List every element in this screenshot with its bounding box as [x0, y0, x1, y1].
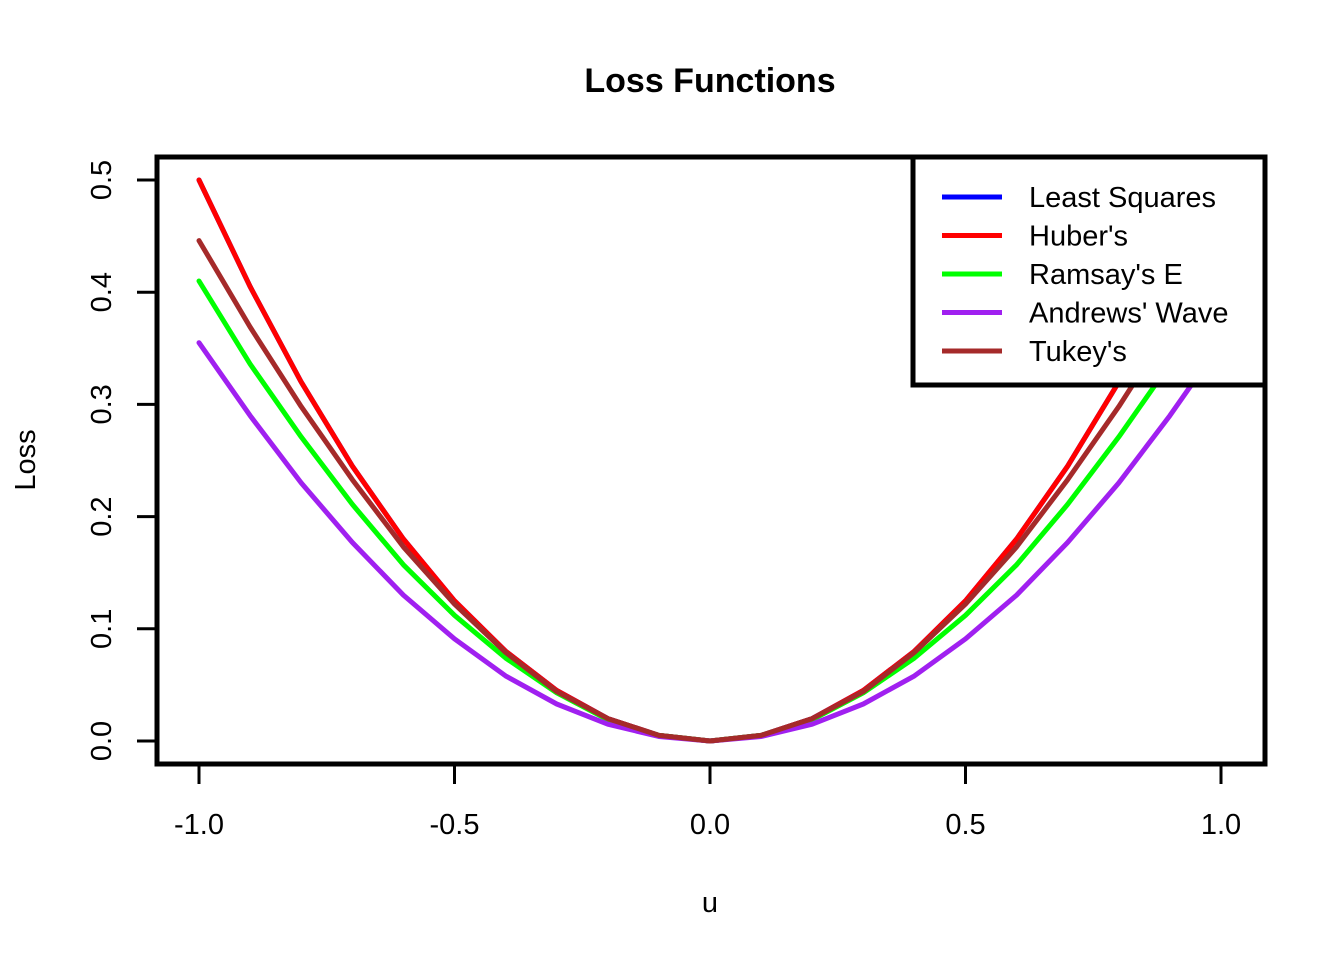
- y-axis-label: Loss: [10, 429, 42, 490]
- x-tick-label: -1.0: [174, 809, 224, 841]
- y-tick-label: 0.5: [86, 160, 118, 200]
- x-tick-label: 0.0: [690, 809, 730, 841]
- x-axis: -1.0 -0.5 0.0 0.5 1.0: [174, 762, 1241, 841]
- x-axis-label: u: [702, 887, 718, 919]
- legend-label-andrews-wave: Andrews' Wave: [1029, 298, 1228, 330]
- y-tick-label: 0.0: [86, 721, 118, 761]
- x-tick-label: -0.5: [430, 809, 480, 841]
- legend-label-least-squares: Least Squares: [1029, 182, 1216, 214]
- y-tick-label: 0.4: [86, 272, 118, 312]
- series-line-andrews-wave: [196, 340, 1224, 744]
- series-line-tukey-s: [196, 238, 1224, 744]
- legend: Least Squares Huber's Ramsay's E Andrews' W…: [910, 154, 1268, 388]
- y-tick-label: 0.3: [86, 384, 118, 424]
- y-tick-label: 0.2: [86, 496, 118, 536]
- chart-title: Loss Functions: [584, 62, 835, 100]
- x-tick-label: 0.5: [945, 809, 985, 841]
- y-tick-label: 0.1: [86, 609, 118, 649]
- y-axis: 0.0 0.1 0.2 0.3 0.4 0.5: [86, 160, 159, 761]
- x-tick-label: 1.0: [1201, 809, 1241, 841]
- series-layer: [196, 177, 1224, 744]
- legend-label-huber-s: Huber's: [1029, 221, 1128, 253]
- legend-label-ramsay-s-e: Ramsay's E: [1029, 259, 1183, 291]
- legend-label-tukey-s: Tukey's: [1029, 336, 1127, 368]
